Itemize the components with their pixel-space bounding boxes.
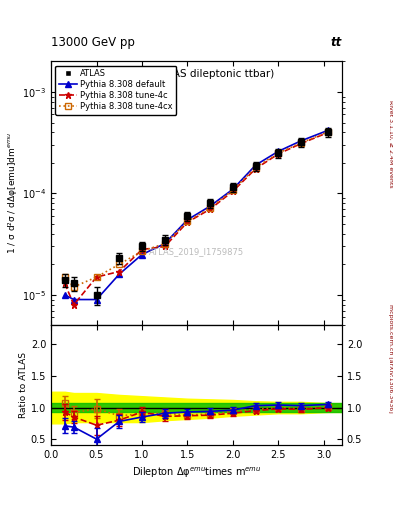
Text: tt: tt [331, 36, 342, 49]
Text: mcplots.cern.ch [arXiv:1306.3436]: mcplots.cern.ch [arXiv:1306.3436] [388, 304, 393, 413]
Text: Rivet 3.1.10, ≥ 2.4M events: Rivet 3.1.10, ≥ 2.4M events [388, 99, 393, 187]
Text: Δφ(ll) (ATLAS dileptonic ttbar): Δφ(ll) (ATLAS dileptonic ttbar) [119, 69, 274, 79]
X-axis label: Dilepton Δφ$^{emu}$times m$^{emu}$: Dilepton Δφ$^{emu}$times m$^{emu}$ [132, 466, 261, 480]
Text: 13000 GeV pp: 13000 GeV pp [51, 36, 135, 49]
Legend: ATLAS, Pythia 8.308 default, Pythia 8.308 tune-4c, Pythia 8.308 tune-4cx: ATLAS, Pythia 8.308 default, Pythia 8.30… [55, 66, 176, 115]
Text: ATLAS_2019_I1759875: ATLAS_2019_I1759875 [149, 247, 244, 256]
Y-axis label: 1 / σ d²σ / dΔφ[emu]dm$^{emu}$: 1 / σ d²σ / dΔφ[emu]dm$^{emu}$ [6, 133, 19, 254]
Y-axis label: Ratio to ATLAS: Ratio to ATLAS [19, 352, 28, 418]
